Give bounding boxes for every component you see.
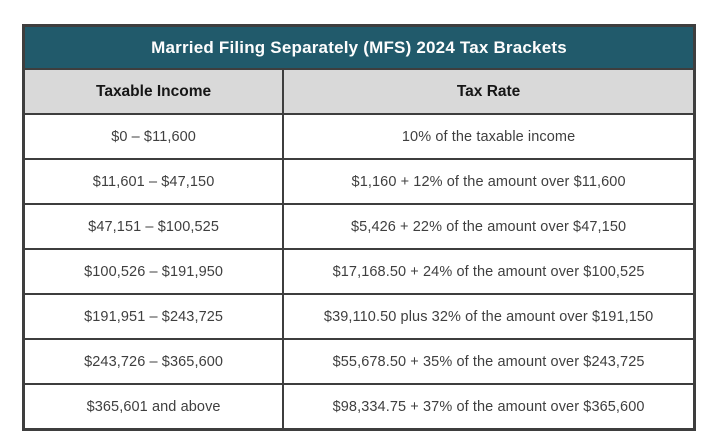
taxable-income-cell: $243,726 – $365,600 xyxy=(22,338,285,385)
table-row: $11,601 – $47,150 $1,160 + 12% of the am… xyxy=(22,158,696,205)
tax-rate-cell: $17,168.50 + 24% of the amount over $100… xyxy=(282,248,696,295)
taxable-income-cell: $365,601 and above xyxy=(22,383,285,431)
tax-rate-cell: $98,334.75 + 37% of the amount over $365… xyxy=(282,383,696,431)
taxable-income-cell: $100,526 – $191,950 xyxy=(22,248,285,295)
taxable-income-cell: $0 – $11,600 xyxy=(22,113,285,160)
tax-rate-cell: $55,678.50 + 35% of the amount over $243… xyxy=(282,338,696,385)
taxable-income-cell: $11,601 – $47,150 xyxy=(22,158,285,205)
table-row: $47,151 – $100,525 $5,426 + 22% of the a… xyxy=(22,203,696,250)
table-row: $365,601 and above $98,334.75 + 37% of t… xyxy=(22,383,696,431)
column-header-taxable-income: Taxable Income xyxy=(22,68,285,115)
tax-rate-cell: $5,426 + 22% of the amount over $47,150 xyxy=(282,203,696,250)
tax-rate-cell: $39,110.50 plus 32% of the amount over $… xyxy=(282,293,696,340)
table-row: $0 – $11,600 10% of the taxable income xyxy=(22,113,696,160)
taxable-income-cell: $47,151 – $100,525 xyxy=(22,203,285,250)
tax-rate-cell: 10% of the taxable income xyxy=(282,113,696,160)
column-header-row: Taxable Income Tax Rate xyxy=(22,68,696,115)
title-row: Married Filing Separately (MFS) 2024 Tax… xyxy=(22,24,696,70)
table-row: $243,726 – $365,600 $55,678.50 + 35% of … xyxy=(22,338,696,385)
tax-rate-cell: $1,160 + 12% of the amount over $11,600 xyxy=(282,158,696,205)
table-row: $100,526 – $191,950 $17,168.50 + 24% of … xyxy=(22,248,696,295)
tax-brackets-table: Married Filing Separately (MFS) 2024 Tax… xyxy=(22,24,696,431)
column-header-tax-rate: Tax Rate xyxy=(282,68,696,115)
taxable-income-cell: $191,951 – $243,725 xyxy=(22,293,285,340)
table-title: Married Filing Separately (MFS) 2024 Tax… xyxy=(22,24,696,70)
table-row: $191,951 – $243,725 $39,110.50 plus 32% … xyxy=(22,293,696,340)
